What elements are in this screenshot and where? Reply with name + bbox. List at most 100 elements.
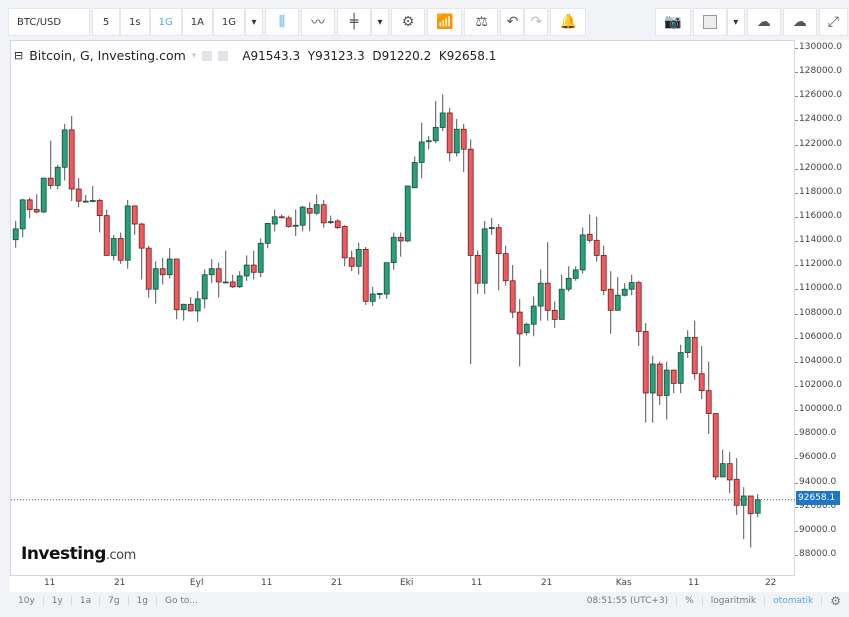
legend-title: Bitcoin, G, Investing.com (29, 48, 186, 63)
candle (187, 297, 194, 312)
candle-body-up (614, 294, 621, 311)
interval-1a[interactable]: 1A (181, 8, 213, 36)
cloud-download-icon[interactable]: ☁ (746, 8, 781, 36)
candle (124, 199, 131, 269)
candle (656, 361, 663, 406)
candle-body-down (502, 253, 509, 282)
candle-body-down (642, 331, 649, 394)
redo-icon[interactable]: ↷ (524, 8, 549, 36)
candle-body-up (299, 206, 306, 226)
candle (299, 205, 306, 232)
candle (40, 177, 47, 214)
legend-dropdown-icon[interactable]: ▾ (191, 50, 197, 61)
candle-body-down (320, 204, 327, 224)
settings-gear-icon[interactable]: ⚙ (830, 594, 841, 608)
color-dropdown-icon[interactable]: ▾ (726, 8, 745, 36)
log-toggle[interactable]: logaritmik (703, 596, 766, 606)
candle-body-down (103, 215, 110, 256)
candle (642, 323, 649, 423)
candle-body-up (313, 204, 320, 214)
percent-toggle[interactable]: % (677, 596, 703, 606)
candle-body-down (138, 223, 145, 249)
candle-body-up (565, 277, 572, 290)
add-alert-icon[interactable]: 🔔 (550, 8, 586, 36)
candlestick-icon[interactable]: ⫼ (265, 8, 300, 36)
candle (474, 250, 481, 295)
candle (103, 209, 110, 256)
candle (306, 202, 313, 232)
interval-1g[interactable]: 1G (212, 8, 246, 36)
candle (677, 344, 684, 394)
auto-toggle[interactable]: otomatik (765, 596, 823, 606)
compare-icon[interactable]: ⚖ (464, 8, 499, 36)
interval-dropdown-icon[interactable]: ▾ (245, 8, 264, 36)
range-7g[interactable]: 7g (100, 596, 129, 606)
indicators-icon[interactable]: 📶 (427, 8, 463, 36)
cloud-upload-icon[interactable]: ☁ (782, 8, 817, 36)
candle (558, 274, 565, 320)
interval-5[interactable]: 5 (92, 8, 120, 36)
candle-body-up (19, 199, 26, 230)
candle-body-down (117, 238, 124, 261)
candle-body-up (684, 337, 691, 353)
candle (285, 215, 292, 228)
camera-icon[interactable]: 📷 (655, 8, 691, 36)
fullscreen-icon[interactable]: ⤢ (818, 8, 848, 36)
bar-style-dropdown-icon[interactable]: ▾ (371, 8, 390, 36)
candle (159, 257, 166, 285)
collapse-icon[interactable]: ⊟ (14, 49, 24, 62)
clock-time: 08:51:55 (UTC+3) (579, 596, 678, 606)
candle-body-down (33, 209, 40, 213)
candle (593, 216, 600, 262)
symbol-input[interactable]: BTC/USD (8, 8, 90, 36)
line-chart-icon[interactable]: 〰 (301, 8, 336, 36)
y-tick-label: 94000.0 (794, 476, 837, 487)
candle-body-up (124, 205, 131, 261)
legend-settings-icon[interactable] (202, 50, 213, 61)
range-1y[interactable]: 1y (44, 596, 72, 606)
color-square-icon[interactable] (692, 8, 727, 36)
candle-body-up (488, 227, 495, 230)
time-axis[interactable]: 11 21 Eyl 11 21 Eki 11 21 Kas 11 22 (10, 576, 795, 592)
candle-body-up (54, 166, 61, 186)
candle-body-up (572, 269, 579, 279)
y-tick-label: 130000.0 (795, 42, 842, 52)
candle-body-down (229, 281, 236, 288)
y-tick-label: 112000.0 (795, 259, 842, 270)
chart-area[interactable] (10, 40, 796, 576)
candle-body-down (544, 282, 551, 311)
candle (495, 224, 502, 291)
candle (509, 265, 516, 319)
candle-body-down (516, 311, 523, 335)
undo-icon[interactable]: ↶ (500, 8, 525, 36)
range-1a[interactable]: 1a (72, 596, 101, 606)
candle-body-up (292, 224, 299, 227)
candle-body-up (439, 112, 446, 128)
candle-body-up (61, 129, 68, 168)
candle-body-up (649, 363, 656, 394)
candle-body-down (656, 363, 663, 396)
candle-body-up (152, 268, 159, 290)
candle-body-down (551, 309, 558, 320)
interval-1s[interactable]: 1s (120, 8, 150, 36)
x-tick-label: 11 (470, 578, 483, 588)
candle-body-up (369, 293, 376, 302)
range-1g[interactable]: 1g (129, 596, 157, 606)
y-tick-label: 98000.0 (794, 428, 837, 439)
candle (684, 330, 691, 359)
price-axis[interactable]: 130000.0 128000.0 126000.0 124000.0 122000.0… (794, 40, 849, 592)
y-tick-label: 110000.0 (795, 283, 842, 294)
candle (138, 222, 145, 280)
goto-button[interactable]: Go to... (165, 596, 198, 606)
gear-icon[interactable]: ⚙ (391, 8, 426, 36)
candle-body-down (131, 205, 138, 225)
candle-body-up (621, 288, 628, 296)
bar-style-icon[interactable]: ╪ (337, 8, 372, 36)
legend-hide-icon[interactable] (218, 50, 229, 61)
candle (243, 255, 250, 281)
interval-1g-active[interactable]: 1G (149, 8, 182, 36)
candle-body-up (663, 369, 670, 396)
candle-body-down (362, 248, 369, 302)
range-10y[interactable]: 10y (10, 596, 44, 606)
